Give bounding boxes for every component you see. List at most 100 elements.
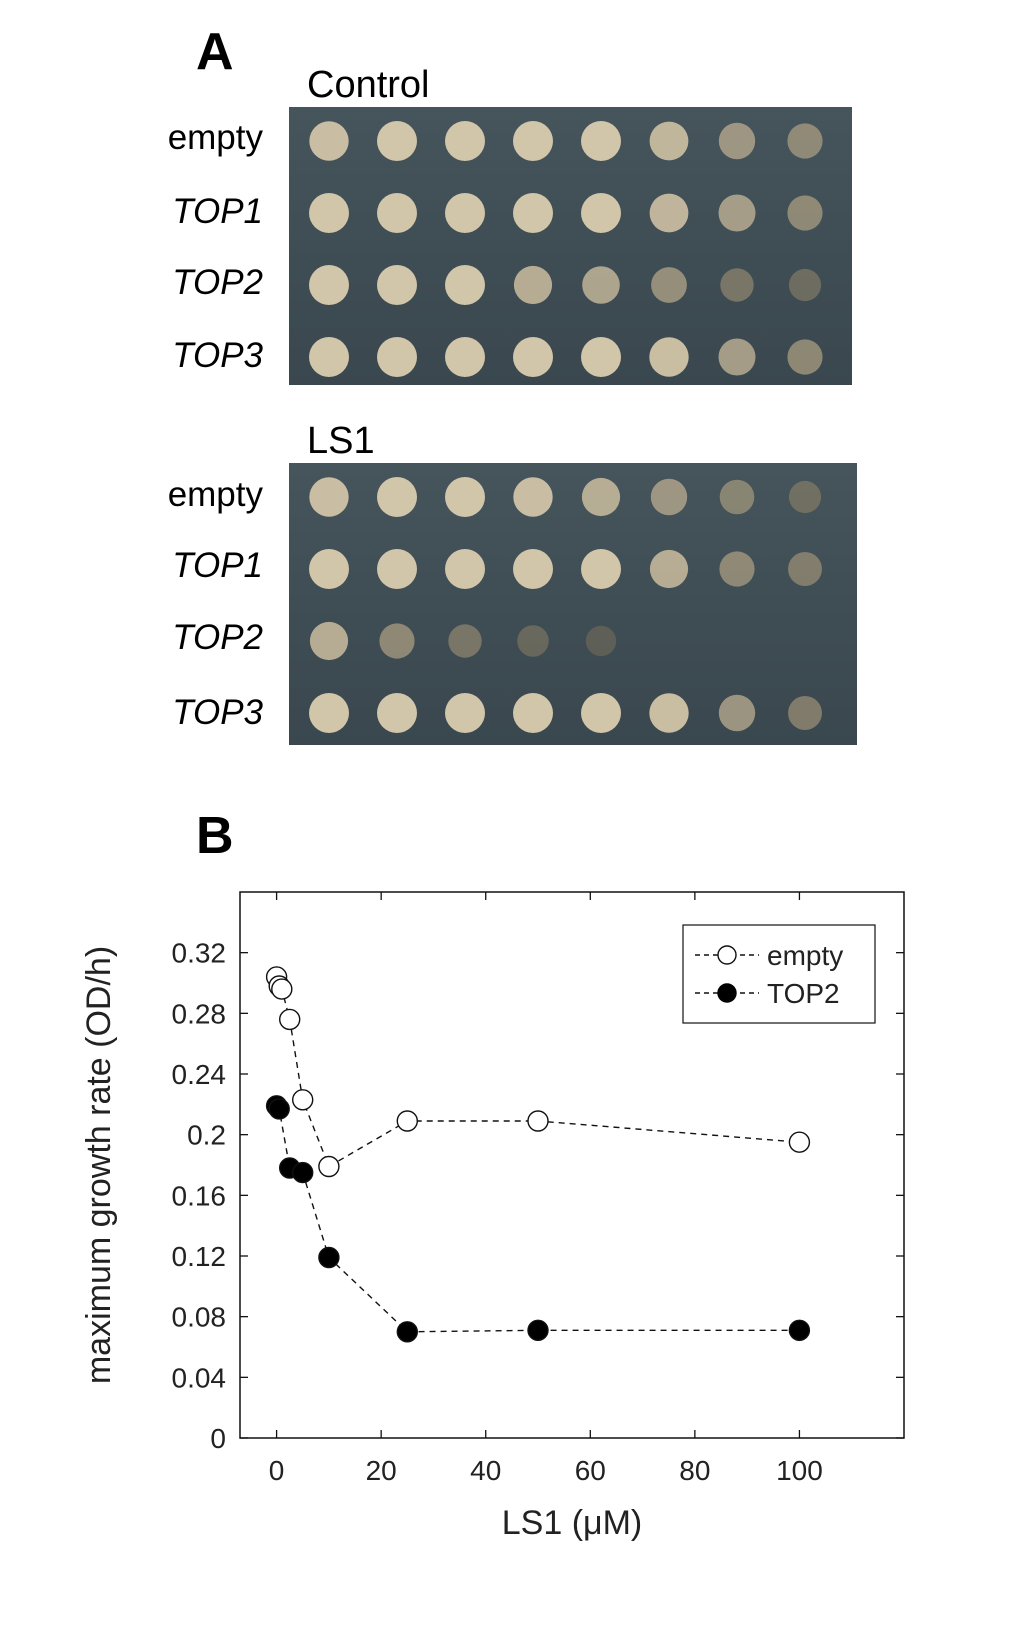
- control-row-label-top1: TOP1: [172, 192, 263, 231]
- yeast-spot: [719, 479, 755, 515]
- panel-a-letter: A: [196, 23, 234, 81]
- yeast-spot: [445, 693, 485, 733]
- yeast-spot: [379, 623, 415, 659]
- yeast-spot: [581, 121, 621, 161]
- plate-spots: [309, 121, 823, 377]
- data-point-top2: [318, 1246, 340, 1269]
- series-line-top2: [276, 1105, 800, 1333]
- data-point-empty: [271, 978, 293, 1000]
- data-point-empty: [318, 1155, 340, 1178]
- yeast-spot: [585, 625, 617, 657]
- yeast-spot: [309, 693, 349, 733]
- yeast-spot: [513, 549, 553, 589]
- series-points: [265, 966, 811, 1343]
- yeast-spot: [309, 337, 349, 377]
- yeast-spot: [445, 121, 485, 161]
- yeast-spot: [377, 337, 417, 377]
- yeast-spot: [377, 477, 417, 517]
- series-lines: [275, 976, 800, 1333]
- ls1-plate-title: LS1: [307, 420, 375, 462]
- yeast-spot: [649, 337, 689, 377]
- yeast-spot: [718, 122, 756, 160]
- x-axis-title: LS1 (μM): [502, 1504, 643, 1542]
- yeast-spot: [720, 268, 754, 302]
- yeast-spot: [513, 265, 553, 305]
- control-row-label-top3: TOP3: [172, 336, 263, 375]
- yeast-spot: [513, 477, 553, 517]
- y-axis-title: maximum growth rate (OD/h): [80, 946, 118, 1384]
- data-point-empty: [279, 1008, 301, 1031]
- y-tick-label: 0.16: [172, 1180, 227, 1211]
- yeast-spot: [649, 549, 689, 589]
- y-tick-label: 0.04: [172, 1362, 227, 1393]
- yeast-spot: [513, 193, 553, 233]
- x-tick-label: 40: [470, 1455, 501, 1486]
- y-tick-label: 0.32: [172, 938, 227, 969]
- x-tick-label: 60: [575, 1455, 606, 1486]
- yeast-spot: [309, 549, 349, 589]
- yeast-spot: [448, 624, 482, 658]
- yeast-spot: [377, 121, 417, 161]
- yeast-spot: [513, 693, 553, 733]
- yeast-spot: [787, 195, 823, 231]
- yeast-spot: [788, 268, 822, 302]
- ls1-plate-image: [289, 463, 857, 745]
- yeast-spot: [649, 193, 689, 233]
- plate-spots: [309, 477, 822, 733]
- yeast-spot: [650, 478, 688, 516]
- y-tick-label: 0.28: [172, 998, 227, 1029]
- data-point-top2: [268, 1098, 290, 1120]
- legend-box: [682, 924, 876, 1024]
- yeast-spot: [309, 193, 349, 233]
- y-tick-label: 0.2: [187, 1120, 226, 1151]
- yeast-spot: [445, 477, 485, 517]
- data-point-top2: [396, 1321, 418, 1343]
- yeast-spot: [787, 123, 823, 159]
- ls1-row-label-top3: TOP3: [172, 693, 263, 732]
- ls1-row-label-empty: empty: [167, 475, 263, 514]
- yeast-spot: [309, 121, 349, 161]
- ls1-row-label-top1: TOP1: [172, 546, 263, 585]
- y-tick-label: 0.08: [172, 1302, 227, 1333]
- yeast-spot: [377, 193, 417, 233]
- yeast-spot: [445, 337, 485, 377]
- yeast-spot: [719, 551, 755, 587]
- yeast-spot: [718, 338, 756, 376]
- yeast-spot: [309, 477, 349, 517]
- data-point-empty: [527, 1110, 549, 1132]
- yeast-spot: [649, 121, 689, 161]
- legend: empty TOP2: [682, 924, 876, 1024]
- data-point-empty: [788, 1131, 811, 1153]
- yeast-spot: [581, 693, 621, 733]
- yeast-spot: [718, 194, 756, 232]
- control-row-label-top2: TOP2: [172, 263, 263, 302]
- control-plate-title: Control: [307, 64, 430, 106]
- data-point-top2: [527, 1319, 549, 1341]
- yeast-spot: [787, 339, 823, 375]
- yeast-spot: [513, 121, 553, 161]
- yeast-spot: [651, 267, 687, 303]
- growth-rate-chart: 0 20 40 60 80 100 0 0.04 0.08 0.12 0.16 0.2 0.24 0.28…: [80, 891, 905, 1542]
- yeast-spot: [788, 552, 822, 586]
- x-tick-label: 0: [269, 1455, 285, 1486]
- yeast-spot: [445, 193, 485, 233]
- legend-marker-empty: [717, 945, 737, 965]
- data-point-empty: [396, 1110, 418, 1132]
- yeast-spot: [581, 549, 621, 589]
- yeast-spot: [309, 621, 349, 661]
- legend-label-top2: TOP2: [767, 978, 840, 1009]
- yeast-spot: [445, 265, 485, 305]
- x-tick-label: 80: [679, 1455, 710, 1486]
- data-point-top2: [292, 1161, 314, 1184]
- data-point-top2: [788, 1319, 811, 1341]
- yeast-spot: [718, 694, 756, 732]
- legend-label-empty: empty: [767, 940, 843, 971]
- control-plate-image: [289, 107, 852, 385]
- yeast-spot: [517, 625, 549, 657]
- yeast-spot: [513, 337, 553, 377]
- panel-b-letter: B: [196, 807, 234, 865]
- x-tick-label: 100: [776, 1455, 823, 1486]
- yeast-spot: [445, 549, 485, 589]
- yeast-spot: [581, 477, 621, 517]
- y-tick-label: 0.12: [172, 1241, 227, 1272]
